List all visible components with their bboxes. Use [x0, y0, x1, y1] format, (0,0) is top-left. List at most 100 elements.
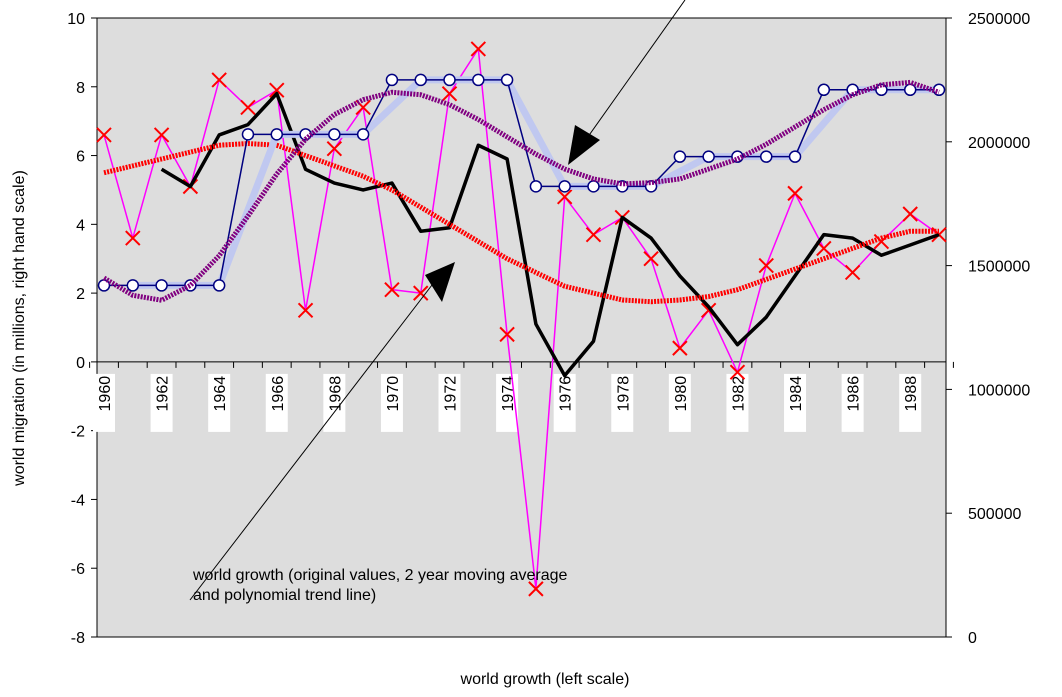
- x-tick-label-bg: [323, 373, 346, 432]
- marker: [844, 264, 861, 281]
- y-tick-label: 2: [76, 286, 85, 303]
- marker: [241, 128, 255, 141]
- x-tick-group: 1964: [208, 373, 231, 432]
- marker: [414, 73, 427, 87]
- marker: [556, 189, 573, 205]
- marker: [96, 127, 112, 143]
- y-tick-label: 8: [76, 80, 85, 97]
- x-tick-label: 1984: [788, 376, 805, 412]
- marker: [558, 180, 571, 193]
- marker: [702, 150, 715, 163]
- marker: [211, 72, 227, 88]
- x-tick-label: 1964: [212, 376, 229, 412]
- x-tick-label-bg: [668, 373, 691, 432]
- series-line: [103, 141, 939, 305]
- marker: [328, 128, 341, 141]
- series-line: [104, 79, 939, 287]
- annotation-text: world growth (original values, 2 year mo…: [192, 567, 568, 584]
- x-tick-label-bg: [265, 373, 288, 432]
- marker: [269, 82, 285, 98]
- x-tick-group: 1988: [899, 373, 922, 432]
- x-tick-group: 1966: [265, 373, 288, 432]
- y2-tick-label: 2000000: [968, 135, 1030, 152]
- marker: [729, 364, 746, 380]
- marker: [932, 83, 946, 97]
- y2-tick-label: 2500000: [968, 11, 1030, 28]
- marker: [441, 85, 458, 102]
- x-tick-group: 1986: [841, 373, 864, 432]
- x-tick-label: 1960: [97, 376, 114, 412]
- x-tick-label-bg: [93, 373, 115, 432]
- y2-tick-label: 0: [968, 630, 977, 647]
- marker: [758, 257, 774, 274]
- x-tick-label: 1978: [615, 376, 632, 412]
- marker: [126, 279, 140, 292]
- x-tick-group: 1980: [668, 373, 691, 432]
- x-tick-label: 1966: [270, 376, 287, 412]
- marker: [470, 41, 487, 57]
- plot-area: [96, 17, 947, 638]
- arrow-head: [568, 125, 600, 165]
- x-tick-label-bg: [380, 373, 403, 432]
- x-tick-group: 1960: [93, 373, 115, 432]
- x-tick-label: 1980: [673, 376, 690, 412]
- marker: [212, 279, 226, 292]
- marker: [499, 326, 515, 343]
- x-tick-label: 1968: [327, 376, 344, 412]
- marker: [155, 279, 168, 292]
- annotations: world growth (original values, 2 year mo…: [189, 0, 686, 604]
- x-tick-label-bg: [784, 373, 807, 432]
- marker: [587, 180, 600, 193]
- x-tick-label: 1982: [730, 376, 747, 412]
- marker: [326, 140, 343, 157]
- y2-tick-label: 1500000: [968, 259, 1030, 276]
- series-line: [132, 76, 939, 289]
- x-tick-label-bg: [726, 373, 749, 432]
- marker: [672, 340, 688, 356]
- y-tick-label: -6: [71, 561, 85, 578]
- marker: [788, 150, 802, 163]
- x-tick-group: 1984: [784, 373, 807, 432]
- x-tick-label: 1976: [558, 376, 575, 412]
- marker: [585, 226, 602, 243]
- marker: [873, 233, 890, 250]
- y2-tick-label: 1000000: [968, 382, 1030, 399]
- x-tick-group: 1972: [438, 373, 461, 432]
- x-tick-label-bg: [841, 373, 864, 432]
- x-tick-group: 1962: [150, 373, 173, 432]
- marker: [528, 581, 544, 597]
- x-tick-group: 1976: [553, 373, 576, 432]
- x-tick-label-bg: [611, 373, 634, 432]
- marker: [500, 73, 514, 87]
- y-tick-label: -4: [71, 492, 85, 509]
- y-tick-label: -2: [71, 424, 85, 441]
- marker: [384, 281, 400, 298]
- arrow-line: [189, 284, 433, 601]
- marker: [643, 251, 659, 267]
- marker: [529, 180, 543, 193]
- x-tick-label-bg: [899, 373, 922, 432]
- arrow-head: [425, 262, 455, 302]
- x-tick-group: 1982: [726, 373, 749, 432]
- marker: [759, 150, 773, 163]
- y-axis-title: world migration (in millions, right hand…: [11, 170, 28, 487]
- arrow-line: [579, 0, 686, 149]
- y-tick-label: 10: [67, 11, 85, 28]
- marker: [817, 83, 831, 97]
- y-tick-label: -8: [71, 630, 85, 647]
- marker: [787, 185, 803, 202]
- marks: -8 -6 -4 -2 0 2 4 6 8 10 0 500000 1000000 1500000 2000…: [67, 11, 1030, 647]
- annotation-text: and polynomial trend line): [193, 587, 376, 604]
- x-tick-label-bg: [208, 373, 231, 432]
- y2-tick-label: 500000: [968, 506, 1021, 523]
- marker: [385, 73, 399, 87]
- y-tick-label: 4: [76, 217, 85, 234]
- y-tick-label: 0: [76, 355, 85, 372]
- x-tick-label: 1972: [443, 376, 460, 412]
- x-tick-label-bg: [553, 373, 576, 432]
- y-tick-label: 6: [76, 149, 85, 166]
- x-tick-label: 1986: [846, 376, 863, 412]
- x-tick-label: 1970: [385, 376, 402, 412]
- x-tick-group: 1968: [323, 373, 346, 432]
